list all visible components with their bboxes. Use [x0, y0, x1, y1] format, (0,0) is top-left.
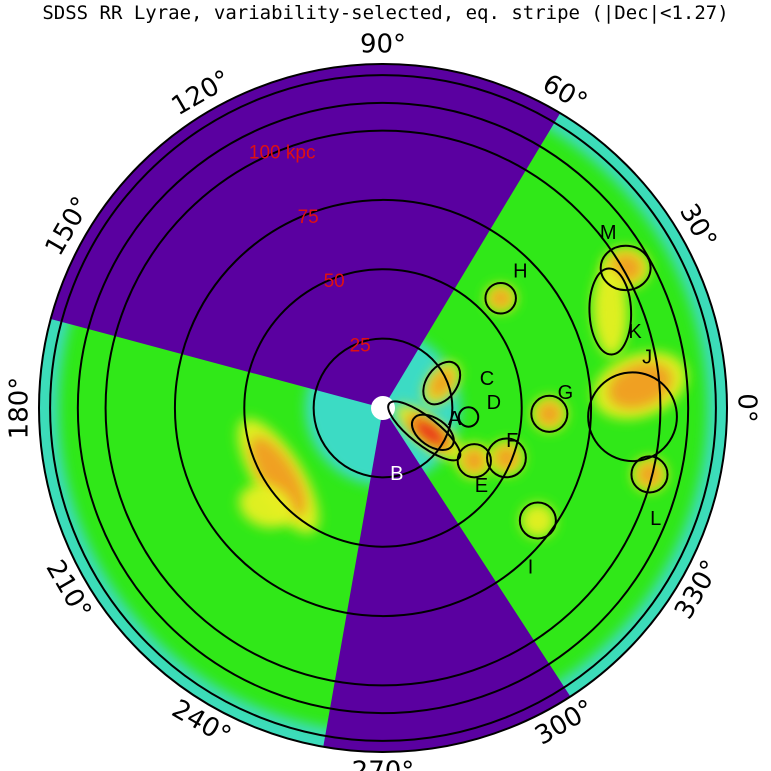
- ring-labels: 25 50 75 100 kpc: [249, 142, 371, 356]
- feature-label: H: [513, 261, 527, 283]
- density-blob: [520, 503, 556, 538]
- feature-label: B: [390, 463, 403, 485]
- distance-ring: [49, 74, 717, 742]
- feature-outline: [422, 360, 462, 406]
- feature-label: A: [448, 408, 462, 430]
- outer-boundary-ring: [38, 63, 728, 753]
- feature-label: L: [650, 508, 661, 530]
- feature-label: J: [642, 347, 652, 369]
- feature-outline: [484, 282, 517, 315]
- feature-label: C: [480, 368, 494, 390]
- feature-outline: [387, 400, 462, 462]
- feature-outline: [530, 394, 569, 433]
- feature-outline: [630, 455, 669, 494]
- feature-outline: [486, 437, 527, 479]
- distance-rings: [38, 63, 728, 753]
- angle-tick-label: 90°: [360, 30, 406, 60]
- ring-label: 75: [298, 207, 319, 228]
- feature-label: M: [600, 222, 617, 244]
- feature-label: I: [528, 556, 534, 578]
- angle-tick-label: 0°: [731, 393, 761, 423]
- density-blob: [532, 396, 567, 432]
- feature-outline: [456, 443, 492, 479]
- ring-label: 100 kpc: [249, 142, 316, 163]
- distance-ring: [243, 268, 523, 548]
- ring-label: 50: [324, 271, 345, 292]
- feature-label: F: [506, 430, 518, 452]
- empty-wedge: [318, 408, 586, 752]
- angle-tick-label: 270°: [352, 756, 415, 771]
- density-blob: [239, 484, 294, 528]
- chart-title: SDSS RR Lyrae, variability-selected, eq.…: [42, 2, 729, 24]
- feature-outline: [587, 371, 678, 463]
- center-marker: [371, 396, 395, 420]
- density-blob: [456, 443, 492, 479]
- angle-tick-label: 180°: [5, 377, 35, 440]
- ring-label: 25: [350, 335, 371, 356]
- density-blob: [485, 284, 517, 313]
- feature-label: K: [628, 321, 642, 343]
- feature-outline: [588, 267, 633, 356]
- feature-outline: [457, 406, 480, 428]
- density-blob: [237, 418, 319, 534]
- feature-label: G: [558, 382, 574, 404]
- feature-outline: [410, 413, 455, 451]
- feature-outlines: A B CD E F G H I JK L M: [387, 222, 678, 578]
- feature-outline: [518, 501, 557, 540]
- distance-ring: [312, 337, 454, 479]
- feature-label: D: [487, 392, 501, 414]
- feature-label: E: [475, 475, 488, 497]
- distance-ring: [76, 101, 690, 715]
- distance-ring: [104, 129, 662, 687]
- feature-outline: [599, 244, 652, 292]
- distance-ring: [173, 198, 593, 618]
- density-blob: [632, 457, 667, 492]
